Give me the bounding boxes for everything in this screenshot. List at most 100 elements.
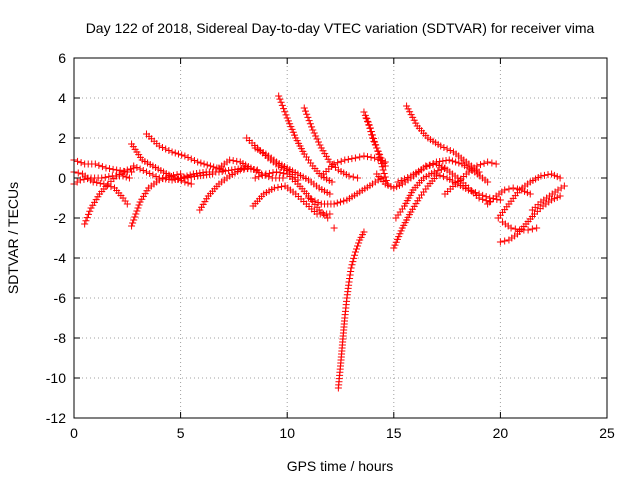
- data-point: [125, 174, 133, 182]
- data-point-interp: [130, 216, 138, 224]
- data-point: [556, 174, 564, 182]
- data-point-interp: [425, 161, 433, 169]
- data-point-interp: [348, 155, 356, 163]
- data-point-interp: [280, 169, 288, 177]
- series-arc-33: [494, 170, 564, 222]
- data-point: [394, 178, 402, 186]
- data-point: [283, 114, 291, 122]
- series-arc-31: [441, 158, 500, 198]
- data-point-interp: [190, 157, 198, 164]
- data-point-interp: [158, 144, 166, 151]
- data-point-interp: [304, 113, 312, 121]
- data-point-interp: [440, 144, 448, 151]
- data-point: [76, 176, 84, 184]
- y-tick-label: -4: [54, 250, 67, 266]
- data-point: [270, 184, 278, 192]
- series-arc-04: [70, 168, 131, 208]
- data-point-interp: [314, 199, 322, 206]
- data-point: [390, 244, 398, 252]
- x-tick-labels: 0 5 10 15 20 25: [70, 425, 615, 441]
- data-point-interp: [229, 157, 237, 165]
- series-arc-23: [362, 114, 391, 188]
- data-point-interp: [197, 159, 205, 167]
- data-point: [102, 164, 110, 172]
- data-point: [155, 142, 163, 150]
- y-axis-label: SDTVAR / TECUs: [5, 182, 21, 294]
- data-point-interp: [488, 159, 496, 167]
- data-point-interp: [381, 173, 389, 181]
- data-point-interp: [183, 172, 191, 180]
- data-point: [390, 184, 398, 192]
- data-point: [496, 196, 504, 204]
- data-point-interp: [210, 163, 218, 171]
- data-point: [98, 174, 106, 182]
- data-point: [560, 182, 568, 190]
- data-point-interp: [397, 227, 405, 235]
- data-point-interp: [281, 108, 289, 116]
- data-point: [533, 224, 541, 232]
- data-point: [548, 196, 556, 204]
- data-point-interp: [289, 128, 297, 136]
- series-arc-35: [499, 218, 541, 234]
- series-arc-16: [275, 92, 336, 186]
- data-point-interp: [146, 170, 154, 177]
- data-point-interp: [95, 161, 103, 169]
- data-point-interp: [349, 258, 357, 266]
- data-point-interp: [377, 160, 385, 168]
- data-point-interp: [367, 128, 375, 135]
- data-point: [324, 214, 332, 222]
- data-point-interp: [334, 159, 342, 167]
- y-tick-label: 6: [58, 50, 66, 66]
- data-point-interp: [274, 183, 282, 191]
- data-point-interp: [265, 169, 273, 177]
- data-point: [371, 154, 379, 162]
- data-point-interp: [280, 105, 288, 113]
- data-point-interp: [479, 191, 487, 199]
- data-point-interp: [149, 171, 157, 179]
- data-point-interp: [276, 169, 284, 177]
- x-tick-label: 25: [599, 425, 615, 441]
- data-point-interp: [346, 271, 354, 279]
- data-point-interp: [278, 183, 286, 191]
- series-arc-30: [432, 170, 504, 204]
- data-point: [100, 180, 108, 188]
- data-point: [354, 174, 362, 182]
- data-point-interp: [540, 171, 548, 179]
- data-point-interp: [86, 207, 94, 215]
- data-point: [445, 156, 453, 164]
- data-point-interp: [109, 165, 117, 173]
- data-point-interp: [314, 138, 322, 146]
- data-point-interp: [472, 189, 480, 197]
- data-point: [251, 174, 259, 182]
- series-arc-34: [496, 192, 564, 246]
- data-point-interp: [313, 135, 321, 143]
- data-point-interp: [436, 171, 444, 179]
- data-point-interp: [77, 159, 85, 167]
- data-point: [113, 166, 121, 174]
- data-point: [300, 104, 308, 112]
- data-point-interp: [406, 108, 414, 116]
- data-point: [330, 224, 338, 232]
- data-point-interp: [364, 153, 372, 161]
- data-point: [548, 170, 556, 178]
- data-point: [305, 194, 313, 202]
- data-point-interp: [122, 173, 130, 181]
- data-point: [194, 158, 202, 166]
- data-point: [130, 162, 138, 170]
- data-point-interp: [136, 165, 144, 173]
- data-points: [70, 92, 568, 392]
- data-point: [330, 200, 338, 208]
- series-arc-18: [319, 152, 389, 178]
- data-point-interp: [312, 132, 320, 140]
- x-tick-label: 5: [177, 425, 185, 441]
- data-point-interp: [278, 101, 286, 109]
- data-point: [381, 162, 389, 170]
- y-tick-label: 4: [58, 90, 66, 106]
- data-point: [89, 178, 97, 186]
- data-point-interp: [131, 213, 139, 221]
- data-point: [330, 160, 338, 168]
- data-point-interp: [233, 157, 241, 165]
- data-point-interp: [350, 254, 358, 262]
- data-point-interp: [378, 163, 386, 171]
